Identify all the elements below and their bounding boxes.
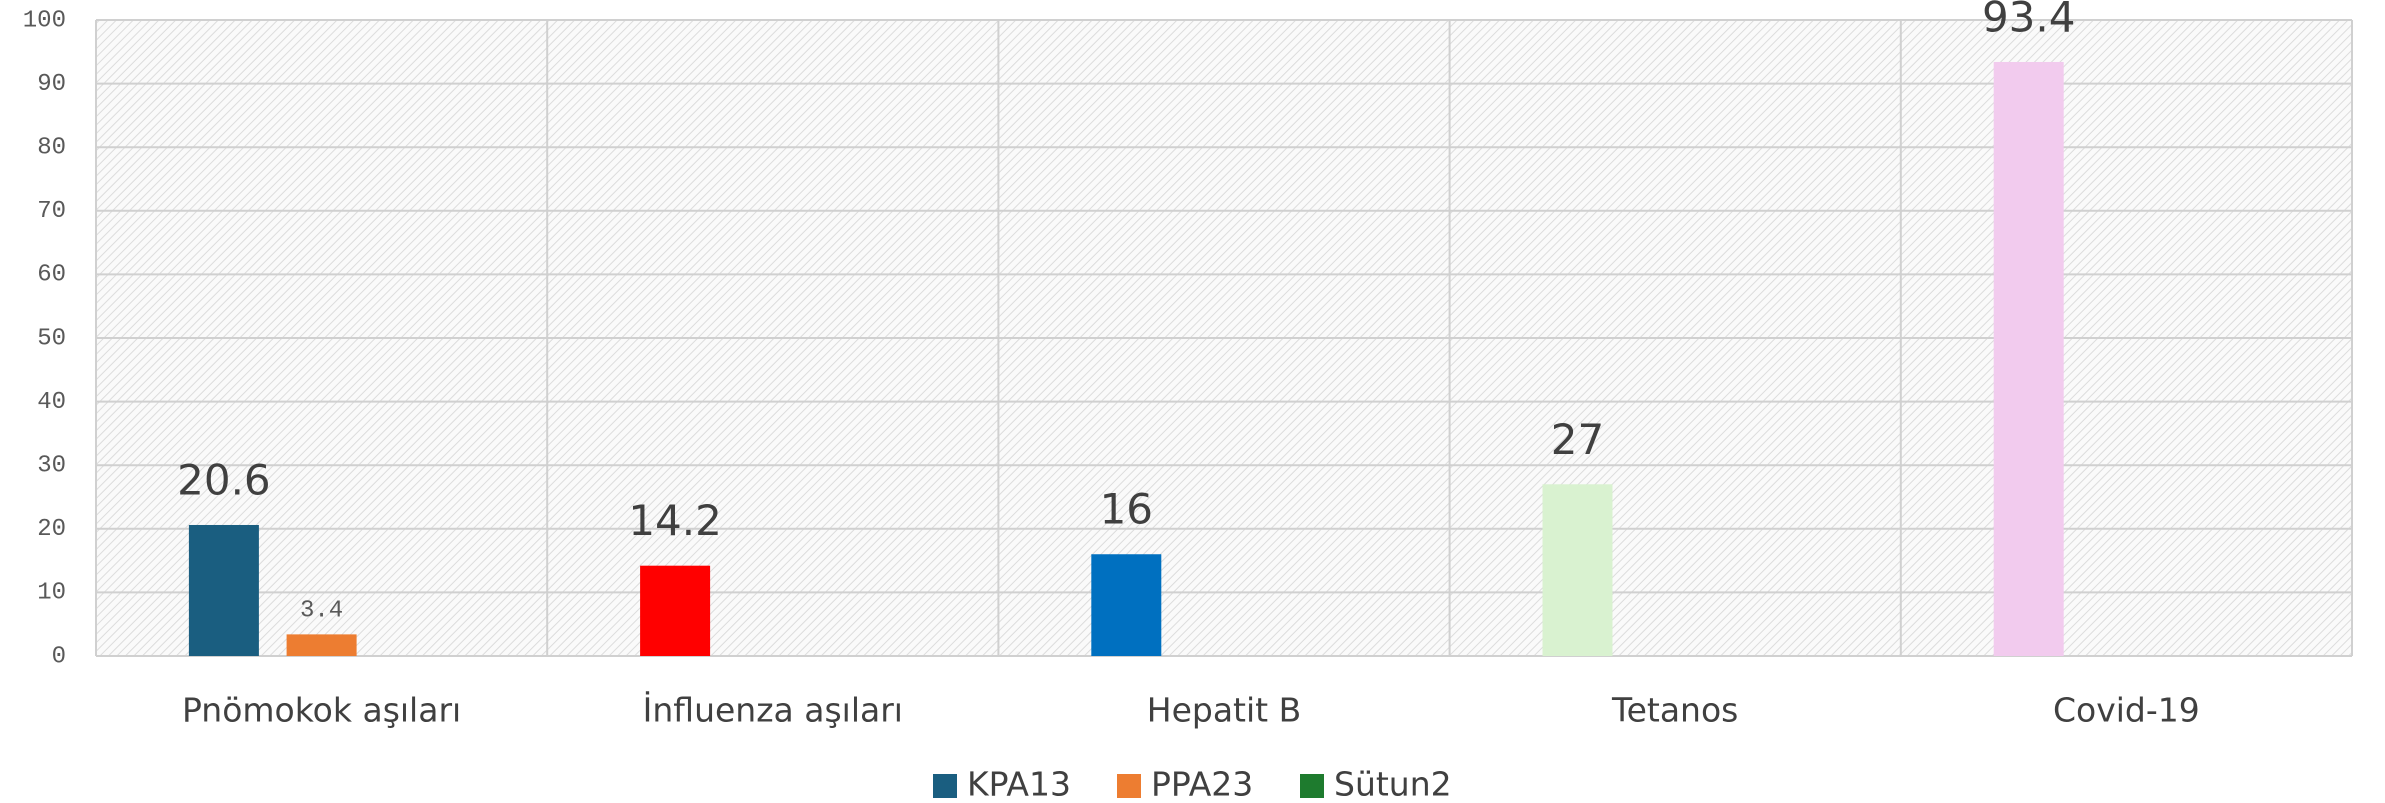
y-tick-label: 30 <box>37 453 66 480</box>
x-tick-label: Covid-19 <box>2053 691 2200 730</box>
value-label: 27 <box>1551 415 1604 464</box>
legend-swatch <box>933 774 957 798</box>
legend-label: Sütun2 <box>1334 765 1452 803</box>
legend-swatch <box>1300 774 1324 798</box>
y-tick-label: 0 <box>52 643 66 670</box>
x-tick-label: Pnömokok aşıları <box>182 691 461 730</box>
bar <box>188 524 259 656</box>
value-label: 20.6 <box>177 455 271 504</box>
y-tick-label: 60 <box>37 262 66 289</box>
legend-swatch <box>1117 774 1141 798</box>
y-tick-label: 80 <box>37 135 66 162</box>
y-tick-label: 70 <box>37 198 66 225</box>
y-tick-label: 50 <box>37 325 66 352</box>
legend-label: PPA23 <box>1151 765 1253 803</box>
x-tick-label: İnfluenza aşıları <box>643 691 903 730</box>
bar <box>1542 484 1613 656</box>
y-tick-label: 20 <box>37 516 66 543</box>
legend-label: KPA13 <box>967 765 1071 803</box>
value-label: 14.2 <box>628 496 722 545</box>
value-label: 93.4 <box>1982 0 2076 41</box>
bar <box>1091 554 1162 656</box>
y-tick-label: 100 <box>23 7 66 34</box>
y-tick-label: 90 <box>37 71 66 98</box>
value-label: 3.4 <box>300 598 343 625</box>
bar <box>640 565 711 656</box>
x-tick-label: Hepatit B <box>1147 691 1301 730</box>
bar <box>286 634 357 656</box>
value-label: 16 <box>1100 485 1153 534</box>
x-tick-label: Tetanos <box>1611 691 1738 730</box>
y-tick-label: 10 <box>37 580 66 607</box>
y-tick-label: 40 <box>37 389 66 416</box>
bar <box>1993 61 2064 656</box>
